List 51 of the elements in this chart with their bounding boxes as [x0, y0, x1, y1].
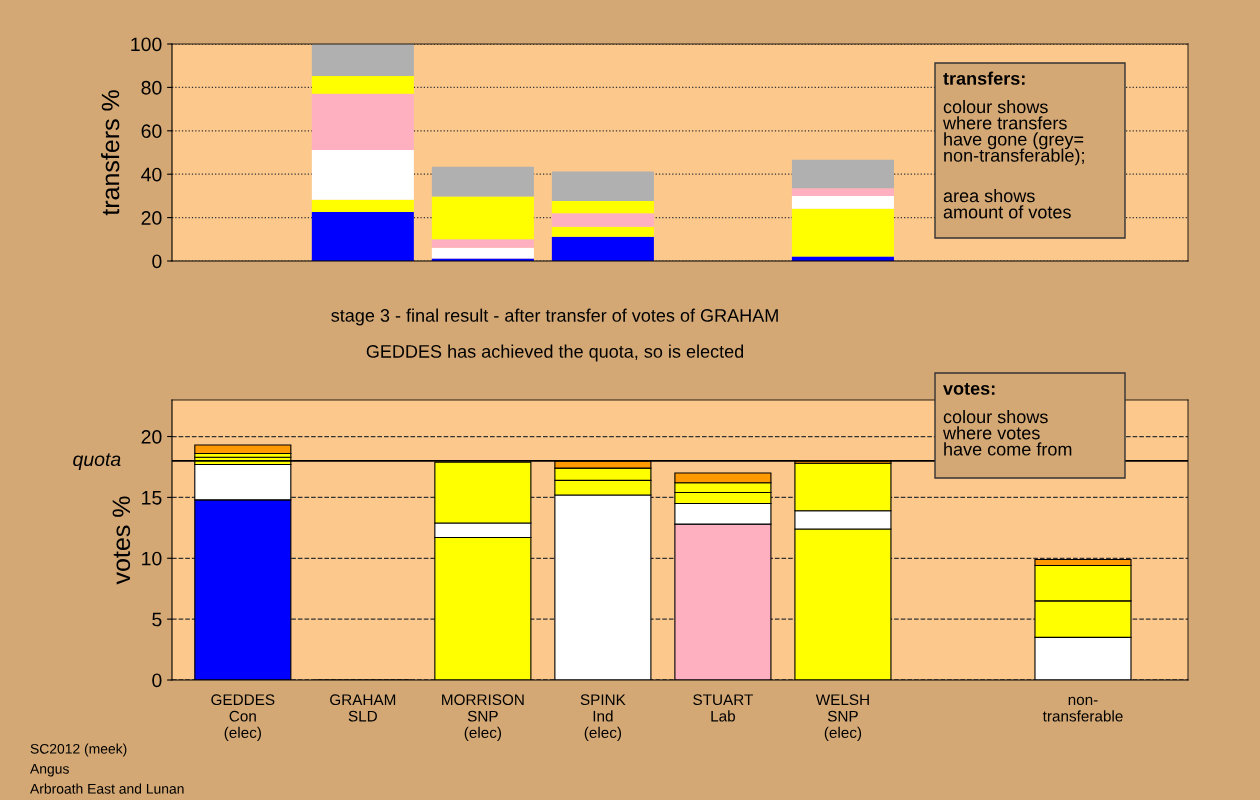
bar: [311, 75, 414, 94]
y-tick-label: 100: [131, 37, 162, 52]
annotation: area shows amount of votes: [943, 189, 1071, 219]
bar: [311, 150, 414, 200]
bar: [311, 199, 414, 212]
bar: [551, 226, 654, 237]
bar: [551, 200, 654, 214]
x-tick-label: GRAHAM SLD: [330, 694, 396, 722]
x-tick-label: WELSH SNP (elec): [815, 694, 869, 742]
text: votes:: [943, 382, 995, 395]
y-tick-label: 10: [142, 551, 162, 566]
y-tick-label: 0: [152, 254, 162, 269]
y-tick-label: 20: [141, 211, 162, 225]
bar: [551, 171, 654, 201]
y-tick-label: 60: [141, 124, 162, 139]
bar: [791, 196, 894, 209]
bar: [431, 196, 534, 240]
y-axis-title: votes %: [112, 496, 131, 585]
bar: [791, 159, 894, 189]
bar: [791, 208, 894, 257]
y-tick-label: 5: [152, 612, 162, 627]
bar: [431, 239, 534, 248]
y-axis-title: transfers %: [101, 90, 120, 216]
ref-line-label: quota: [73, 453, 121, 470]
bar: [551, 213, 654, 227]
annotation: colour shows where transfers have gone (grey= non-transferable);: [942, 100, 1084, 166]
y-tick-label: 40: [141, 167, 162, 182]
y-tick-label: 0: [152, 673, 162, 688]
bar: [431, 166, 534, 197]
y-tick-label: 15: [142, 491, 162, 505]
text: Angus: [30, 764, 69, 777]
bar: [311, 93, 414, 151]
annotation: transfers:: [943, 71, 1025, 85]
y-tick-label: 20: [141, 429, 162, 444]
chart-title: stage 3 - final result - after transfer of votes of GRAHAM: [331, 308, 778, 326]
annotation: colour shows where votes have come from: [942, 410, 1072, 456]
bar: [194, 444, 292, 455]
x-tick-label: non- transferable: [1042, 696, 1123, 722]
text: Arbroath East and Lunan: [30, 783, 184, 794]
x-tick-label: GEDDES Con (elec): [211, 694, 275, 742]
bar: [791, 188, 894, 197]
chart-subtitle: GEDDES has achieved the quota, so is elected: [366, 344, 744, 362]
y-tick-label: 80: [141, 80, 162, 95]
bar: [311, 44, 414, 76]
x-tick-label: MORRISON SNP (elec): [442, 694, 524, 742]
bar: [551, 236, 654, 261]
bar: [311, 211, 414, 261]
x-tick-label: SPINK Ind (elec): [580, 694, 626, 742]
x-tick-label: STUART Lab: [693, 694, 753, 722]
text: SC2012 (meek): [30, 743, 127, 757]
bar: [431, 247, 534, 259]
